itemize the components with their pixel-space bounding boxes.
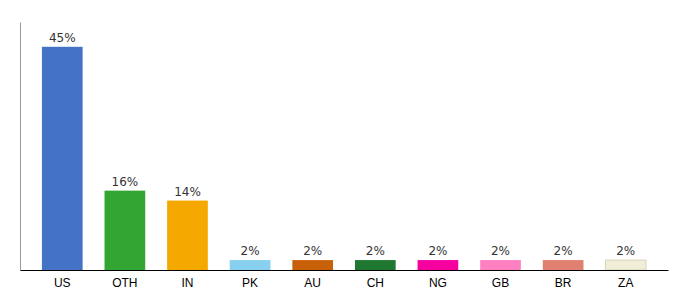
bar bbox=[167, 201, 208, 270]
x-tick-label: CH bbox=[367, 276, 384, 290]
x-tick-label: PK bbox=[242, 276, 258, 290]
bar bbox=[230, 260, 271, 270]
data-label: 14% bbox=[174, 185, 201, 199]
x-tick: OTH bbox=[112, 276, 137, 290]
x-axis: US OTH IN PK AU CH NG GB BR ZA bbox=[21, 271, 669, 290]
plot: US OTH IN PK AU CH NG GB BR ZA 45% 16% 14% 2% 2% 2% 2% 2%… bbox=[21, 23, 669, 290]
x-tick: IN bbox=[181, 276, 193, 290]
data-label: 16% bbox=[112, 175, 139, 189]
x-tick: ZA bbox=[618, 276, 633, 290]
bar bbox=[292, 260, 333, 270]
x-tick: AU bbox=[304, 276, 321, 290]
x-tick: NG bbox=[429, 276, 447, 290]
y-axis-line bbox=[20, 23, 21, 271]
chart: US OTH IN PK AU CH NG GB BR ZA 45% 16% 14% 2% 2% 2% 2% 2%… bbox=[0, 0, 680, 300]
bar bbox=[418, 260, 459, 270]
x-tick: GB bbox=[492, 276, 509, 290]
data-label: 2% bbox=[554, 244, 573, 258]
data-label: 2% bbox=[428, 244, 447, 258]
x-tick-label: US bbox=[54, 276, 71, 290]
bar bbox=[105, 191, 146, 270]
data-label: 2% bbox=[303, 244, 322, 258]
x-tick: PK bbox=[242, 276, 258, 290]
data-label: 2% bbox=[366, 244, 385, 258]
data-label: 45% bbox=[49, 31, 76, 45]
data-labels: 45% 16% 14% 2% 2% 2% 2% 2% 2% 2% bbox=[49, 31, 635, 258]
x-tick-label: IN bbox=[181, 276, 193, 290]
x-tick-label: NG bbox=[429, 276, 447, 290]
x-axis-line bbox=[21, 270, 669, 271]
x-tick-label: BR bbox=[555, 276, 572, 290]
bar bbox=[42, 47, 83, 270]
data-label: 2% bbox=[491, 244, 510, 258]
y-axis bbox=[20, 23, 21, 271]
data-label: 2% bbox=[241, 244, 260, 258]
bar bbox=[355, 260, 396, 270]
bar bbox=[605, 260, 646, 270]
x-tick: US bbox=[54, 276, 71, 290]
x-tick-label: AU bbox=[304, 276, 321, 290]
bars bbox=[42, 47, 646, 270]
x-tick-label: GB bbox=[492, 276, 509, 290]
x-tick: CH bbox=[367, 276, 384, 290]
x-tick-label: ZA bbox=[618, 276, 633, 290]
bar bbox=[543, 260, 584, 270]
bar bbox=[480, 260, 521, 270]
data-label: 2% bbox=[616, 244, 635, 258]
x-tick-label: OTH bbox=[112, 276, 137, 290]
x-tick: BR bbox=[555, 276, 572, 290]
